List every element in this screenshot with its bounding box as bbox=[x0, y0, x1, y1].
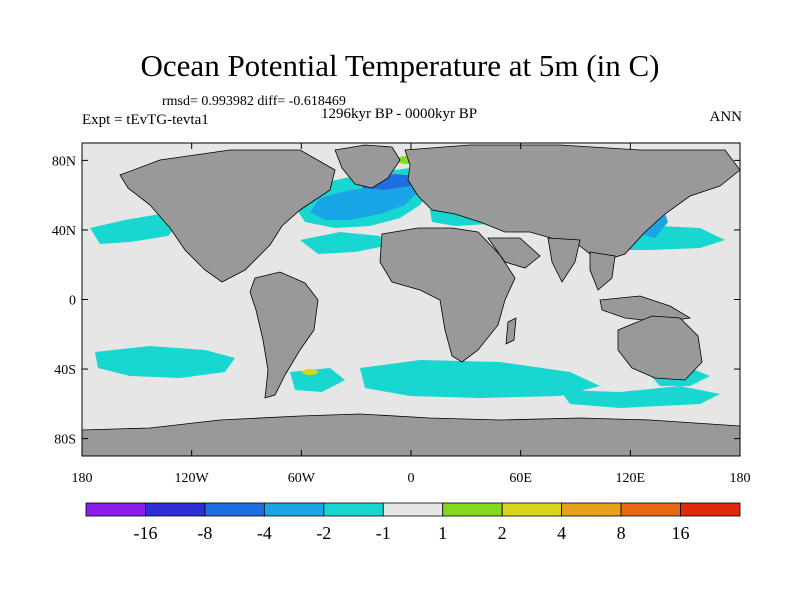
x-tick-label: 120W bbox=[175, 471, 210, 486]
colorbar-swatch bbox=[382, 502, 444, 517]
y-tick-label: 80S bbox=[54, 433, 76, 448]
north-atlantic-core-anomaly bbox=[310, 182, 418, 220]
y-tick-label: 80N bbox=[52, 154, 76, 169]
colorbar-label: -1 bbox=[376, 523, 391, 543]
season-label: ANN bbox=[709, 109, 743, 125]
antarctica bbox=[82, 413, 740, 456]
x-tick-label: 180 bbox=[72, 471, 93, 486]
colorbar-swatch bbox=[680, 502, 741, 517]
southern-indian-anomaly bbox=[360, 360, 600, 398]
x-tick-label: 60E bbox=[509, 471, 532, 486]
colorbar-swatch bbox=[145, 502, 206, 517]
period-label: 1296kyr BP - 0000kyr BP bbox=[321, 106, 478, 122]
colorbar-label: 1 bbox=[438, 523, 447, 543]
x-axis: 180 120W 60W 0 60E 120E 180 bbox=[72, 143, 751, 486]
land-masses bbox=[82, 144, 740, 456]
colorbar-swatch bbox=[620, 502, 681, 517]
south-pacific-anomaly bbox=[95, 346, 235, 378]
southern-ocean-anomaly bbox=[560, 386, 720, 408]
colorbar-swatch bbox=[263, 502, 325, 517]
y-tick-label: 0 bbox=[69, 294, 76, 309]
x-tick-label: 120E bbox=[616, 471, 646, 486]
colorbar-label: 4 bbox=[557, 523, 566, 543]
colorbar-label: -4 bbox=[257, 523, 272, 543]
australia bbox=[617, 315, 703, 381]
greenland bbox=[334, 144, 401, 189]
experiment-label: Expt = tEvTG-tevta1 bbox=[82, 112, 209, 128]
south-america-warm-anomaly bbox=[302, 369, 318, 375]
colorbar-swatch bbox=[323, 502, 384, 517]
madagascar bbox=[505, 317, 517, 345]
colorbar-swatch bbox=[501, 502, 563, 517]
colorbar-swatch bbox=[442, 502, 503, 517]
y-tick-label: 40N bbox=[52, 224, 76, 239]
india bbox=[547, 237, 581, 283]
x-tick-label: 0 bbox=[408, 471, 415, 486]
colorbar-label: 2 bbox=[498, 523, 507, 543]
colorbar: -16 -8 -4 -2 -1 1 2 4 8 16 bbox=[85, 502, 741, 543]
subtropical-atlantic-anomaly bbox=[300, 232, 385, 254]
chart-title: Ocean Potential Temperature at 5m (in C) bbox=[140, 48, 660, 83]
y-tick-label: 40S bbox=[54, 363, 76, 378]
stats-line: rmsd= 0.993982 diff= -0.618469 bbox=[162, 94, 346, 109]
southeast-asia bbox=[589, 251, 616, 291]
colorbar-label: 8 bbox=[617, 523, 626, 543]
north-america bbox=[119, 149, 336, 283]
y-axis: 80N 40N 0 40S 80S bbox=[52, 154, 740, 448]
colorbar-swatch bbox=[561, 502, 622, 517]
colorbar-label: -2 bbox=[316, 523, 331, 543]
south-atlantic-anomaly bbox=[290, 368, 345, 392]
colorbar-swatch bbox=[85, 502, 146, 517]
africa bbox=[379, 227, 516, 363]
arabia bbox=[487, 237, 541, 269]
south-america bbox=[249, 271, 319, 399]
x-tick-label: 180 bbox=[730, 471, 751, 486]
colorbar-label: -16 bbox=[133, 523, 157, 543]
colorbar-swatch bbox=[204, 502, 265, 517]
colorbar-label: 16 bbox=[672, 523, 690, 543]
north-pacific-anomaly bbox=[90, 214, 180, 244]
map-plot-area bbox=[82, 143, 740, 456]
x-tick-label: 60W bbox=[288, 471, 316, 486]
colorbar-label: -8 bbox=[197, 523, 212, 543]
